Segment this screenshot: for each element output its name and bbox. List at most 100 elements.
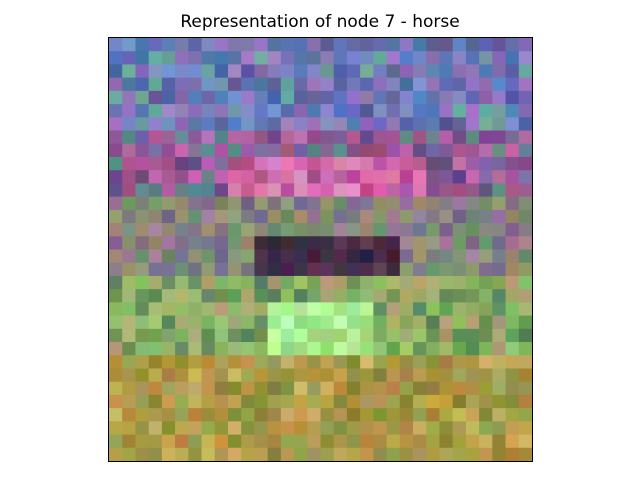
pixel-cell [201,209,216,224]
pixel-cell [439,434,454,449]
pixel-cell [320,90,335,105]
pixel-cell [518,156,532,171]
pixel-cell [465,51,480,65]
pixel-cell [148,77,163,92]
pixel-cell [492,434,507,449]
pixel-cell [175,51,189,65]
pixel-cell [346,315,361,330]
pixel-cell [413,196,427,211]
pixel-cell [254,275,269,290]
pixel-cell [280,315,295,330]
pixel-cell [492,64,507,79]
pixel-cell [373,64,388,79]
pixel-cell [452,51,467,65]
pixel-cell [135,196,150,211]
pixel-cell [188,156,203,171]
pixel-cell [399,196,414,211]
pixel-cell [254,394,269,409]
pixel-cell [465,90,480,105]
pixel-cell [465,236,480,250]
pixel-cell [399,104,414,118]
pixel-cell [518,394,532,409]
pixel-cell [320,262,335,277]
pixel-cell [452,236,467,250]
pixel-cell [294,408,308,422]
pixel-cell [479,368,493,383]
pixel-cell [479,117,493,132]
pixel-cell [492,447,507,461]
pixel-cell [307,38,321,52]
pixel-cell [333,408,348,422]
pixel-cell [280,381,295,396]
pixel-cell [518,342,532,356]
pixel-cell [518,249,532,264]
pixel-cell [413,77,427,92]
pixel-cell [373,421,388,436]
pixel-cell [254,143,269,158]
pixel-cell [294,90,308,105]
pixel-cell [399,117,414,132]
pixel-cell [333,289,348,303]
pixel-cell [373,156,388,171]
pixel-cell [386,447,401,461]
pixel-cell [148,38,163,52]
pixel-cell [373,209,388,224]
pixel-cell [413,302,427,317]
pixel-cell [413,447,427,461]
pixel-cell [426,156,440,171]
pixel-cell [386,117,401,132]
pixel-cell [175,130,189,145]
pixel-cell [227,38,242,52]
pixel-cell [346,38,361,52]
pixel-cell [426,143,440,158]
pixel-cell [267,249,282,264]
pixel-cell [175,262,189,277]
pixel-cell [360,223,374,237]
pixel-cell [479,209,493,224]
pixel-cell [492,249,507,264]
pixel-cell [465,38,480,52]
pixel-cell [320,302,335,317]
pixel-cell [307,315,321,330]
pixel-cell [294,394,308,409]
pixel-cell [227,223,242,237]
pixel-cell [452,434,467,449]
pixel-cell [505,104,520,118]
pixel-cell [294,170,308,184]
pixel-cell [241,289,255,303]
pixel-cell [148,342,163,356]
pixel-cell [413,156,427,171]
pixel-cell [188,236,203,250]
pixel-cell [346,170,361,184]
pixel-cell [280,170,295,184]
pixel-cell [227,236,242,250]
pixel-cell [280,117,295,132]
pixel-cell [439,156,454,171]
pixel-cell [294,289,308,303]
pixel-cell [426,104,440,118]
pixel-cell [320,38,335,52]
pixel-cell [135,64,150,79]
chart-title: Representation of node 7 - horse [180,12,460,32]
pixel-cell [360,355,374,369]
pixel-cell [135,117,150,132]
pixel-cell [267,104,282,118]
pixel-cell [241,262,255,277]
pixel-cell [360,275,374,290]
pixel-cell [439,342,454,356]
pixel-cell [135,355,150,369]
pixel-cell [479,447,493,461]
pixel-cell [241,196,255,211]
pixel-cell [201,368,216,383]
pixel-cell [439,183,454,198]
pixel-cell [241,394,255,409]
pixel-cell [109,262,123,277]
pixel-cell [188,77,203,92]
pixel-cell [346,104,361,118]
pixel-cell [479,302,493,317]
pixel-cell [465,104,480,118]
pixel-cell [479,130,493,145]
pixel-cell [413,249,427,264]
pixel-cell [188,328,203,343]
